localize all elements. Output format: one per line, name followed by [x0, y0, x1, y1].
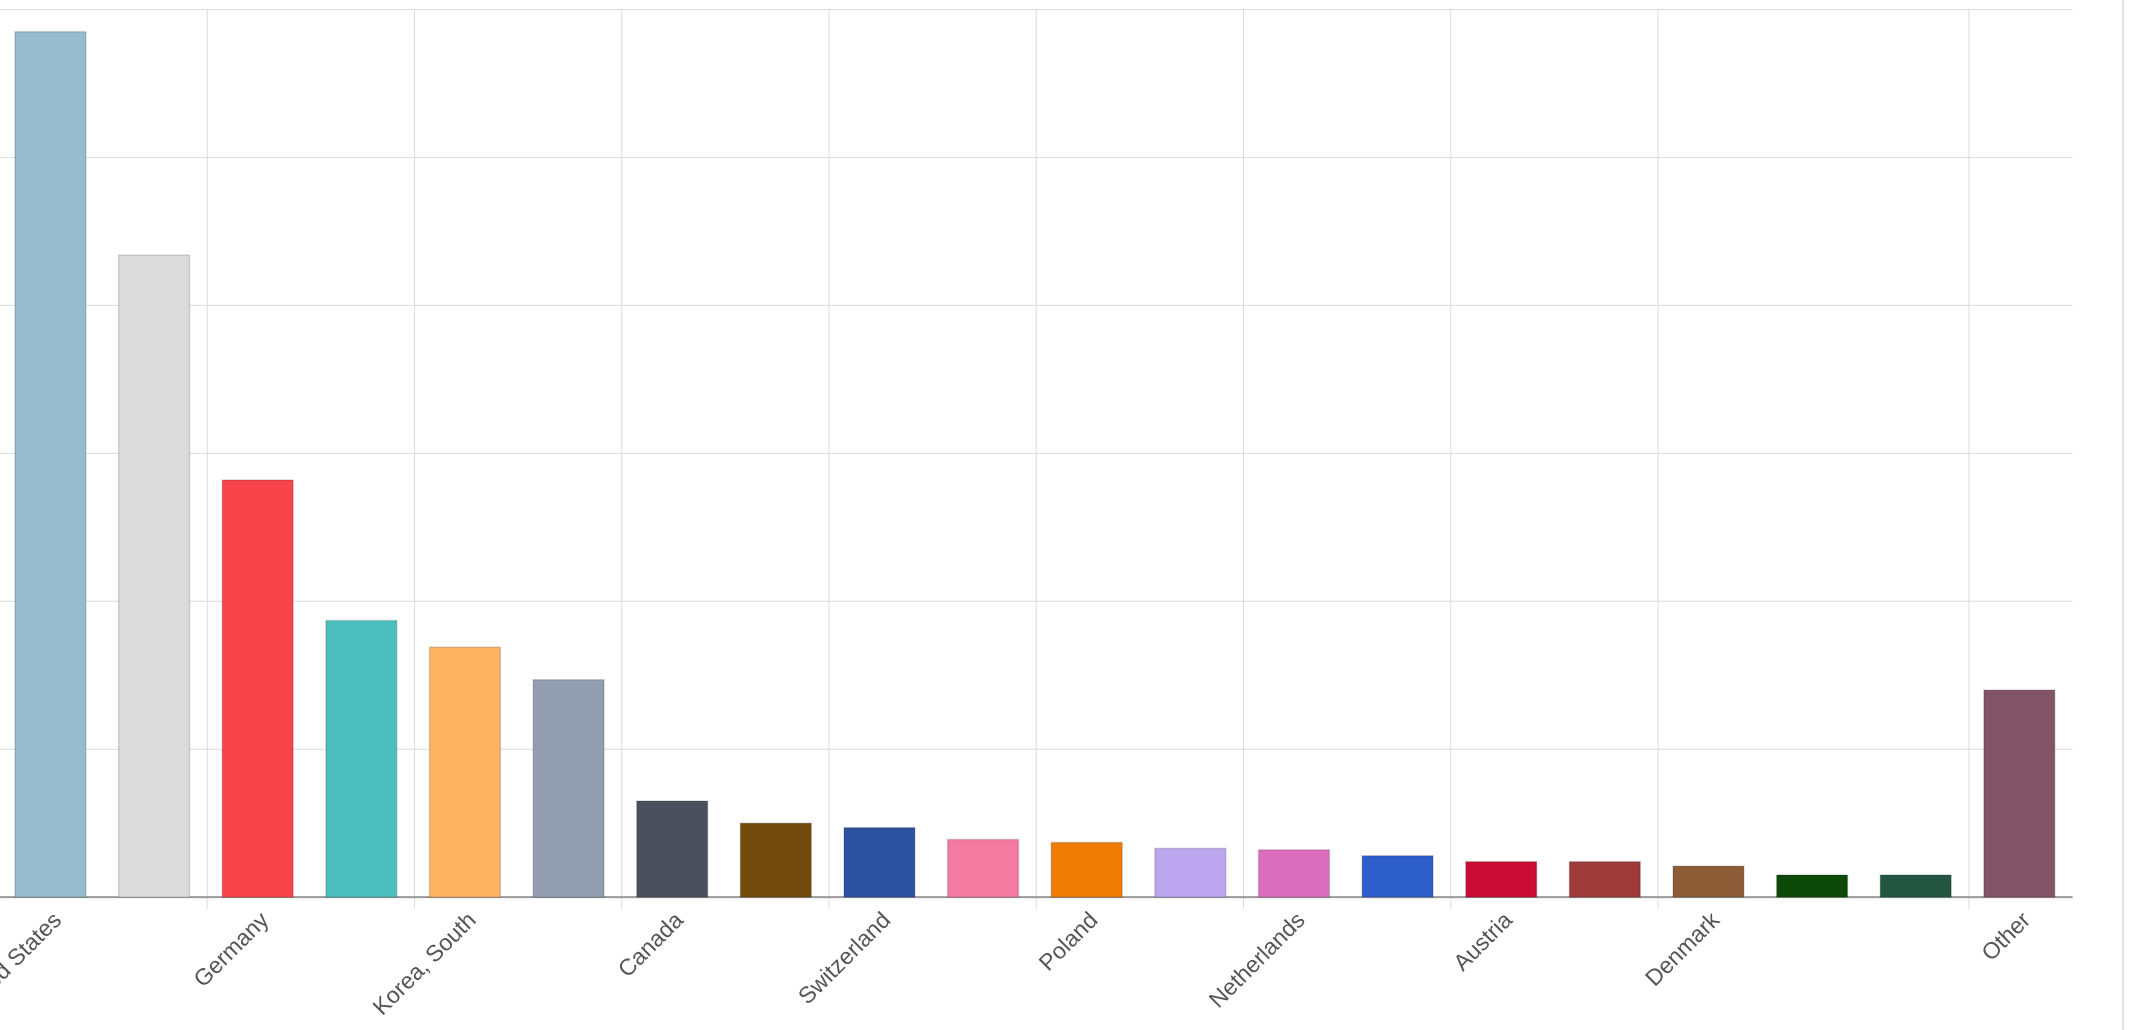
- bar: [221, 479, 294, 898]
- bar: [1672, 865, 1745, 898]
- bar: [1154, 847, 1227, 898]
- bar: [1361, 855, 1434, 898]
- bar: [117, 254, 191, 898]
- bar: [325, 619, 398, 898]
- bar: [1879, 874, 1952, 898]
- bar: [1775, 874, 1849, 898]
- bar: [1050, 841, 1123, 898]
- x-tick-label: Denmark: [1640, 906, 1725, 991]
- bar: [428, 646, 502, 898]
- bar: [1257, 849, 1331, 898]
- bar: [636, 800, 709, 898]
- x-tick-label: Poland: [1034, 907, 1103, 976]
- x-tick-label: United States: [0, 907, 66, 1023]
- bar: [946, 838, 1020, 898]
- bar: [1568, 860, 1642, 898]
- bar: [14, 30, 87, 898]
- bar: [1465, 860, 1538, 898]
- bar: [739, 822, 813, 898]
- x-tick-label: Other: [1976, 906, 2035, 965]
- bar: [843, 826, 916, 898]
- x-tick-label: Canada: [613, 906, 689, 982]
- bar: [1983, 689, 2056, 898]
- x-tick-label: Switzerland: [793, 907, 895, 1009]
- x-tick-label: Netherlands: [1204, 907, 1310, 1013]
- x-tick-label: Germany: [188, 906, 274, 992]
- bar: [532, 678, 605, 898]
- x-tick-label: Austria: [1448, 906, 1517, 975]
- x-tick-label: Korea, South: [367, 907, 480, 1020]
